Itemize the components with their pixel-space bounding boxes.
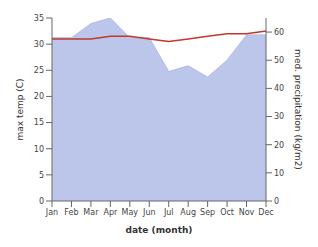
svg-text:Jan: Jan — [45, 208, 58, 217]
svg-text:20: 20 — [34, 92, 44, 101]
svg-text:Dec: Dec — [258, 208, 273, 217]
svg-text:5: 5 — [39, 171, 44, 180]
svg-text:30: 30 — [34, 40, 44, 49]
svg-text:Mar: Mar — [83, 208, 99, 217]
svg-text:0: 0 — [39, 197, 44, 206]
svg-text:Nov: Nov — [239, 208, 255, 217]
svg-text:60: 60 — [274, 28, 284, 37]
svg-text:10: 10 — [274, 169, 284, 178]
svg-text:30: 30 — [274, 112, 284, 121]
svg-text:date (month): date (month) — [126, 225, 193, 235]
svg-text:Jul: Jul — [163, 208, 174, 217]
svg-text:25: 25 — [34, 66, 44, 75]
svg-text:Oct: Oct — [220, 208, 234, 217]
svg-text:max temp (C): max temp (C) — [15, 78, 25, 140]
svg-text:35: 35 — [34, 14, 44, 23]
svg-text:Feb: Feb — [64, 208, 78, 217]
svg-text:40: 40 — [274, 84, 284, 93]
svg-text:Apr: Apr — [103, 208, 118, 217]
svg-text:0: 0 — [274, 197, 279, 206]
svg-text:20: 20 — [274, 141, 284, 150]
svg-text:15: 15 — [34, 118, 44, 127]
svg-text:Sep: Sep — [200, 208, 215, 217]
svg-text:10: 10 — [34, 145, 44, 154]
svg-text:May: May — [122, 208, 139, 217]
svg-text:Jun: Jun — [142, 208, 156, 217]
svg-text:Aug: Aug — [180, 208, 196, 217]
svg-text:med. precipitation (kg/m2): med. precipitation (kg/m2) — [293, 49, 303, 170]
svg-text:50: 50 — [274, 56, 284, 65]
